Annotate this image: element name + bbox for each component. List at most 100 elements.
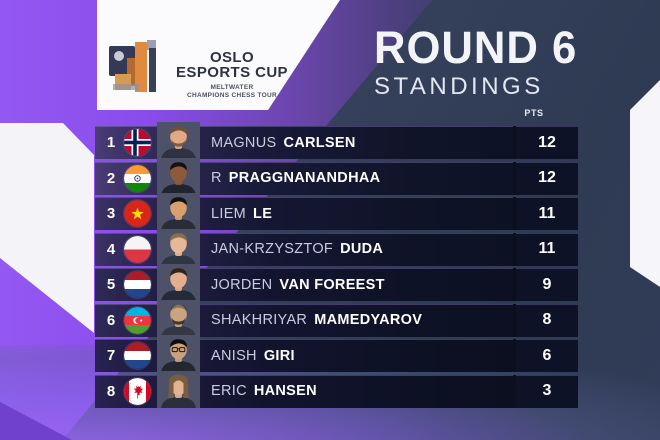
first-name: JAN-KRZYSZTOF <box>211 241 334 257</box>
rank-number: 7 <box>106 347 116 364</box>
player-name: MAGNUS CARLSEN <box>211 135 356 151</box>
player-cell: 6 SHAKHRIYAR MAMEDYAROV <box>95 299 513 337</box>
points-cell: 3 <box>516 374 578 408</box>
flag-azerbaijan-icon <box>124 306 151 334</box>
tournament-subtitle-line2: CHAMPIONS CHESS TOUR <box>186 92 278 99</box>
standings-subtitle: STANDINGS <box>374 73 544 100</box>
flag-canada-icon <box>124 377 151 405</box>
player-photo <box>157 122 200 159</box>
points-cell: 12 <box>516 161 578 195</box>
rank-number: 6 <box>106 311 116 329</box>
points-cell: 8 <box>516 303 578 337</box>
column-divider <box>513 303 516 337</box>
last-name: HANSEN <box>253 383 317 399</box>
player-cell: 3 LIEM LE <box>95 193 513 230</box>
points-value: 12 <box>538 133 556 151</box>
points-cell: 12 <box>516 126 578 159</box>
last-name: MAMEDYAROV <box>314 312 423 328</box>
first-name: MAGNUS <box>211 134 277 151</box>
points-value: 11 <box>538 204 556 222</box>
flag-india-icon <box>124 164 151 192</box>
points-cell: 11 <box>516 232 578 266</box>
table-row: 8 ERIC HANSEN 3 <box>95 370 578 408</box>
first-name: JORDEN <box>211 276 273 293</box>
tournament-subtitle-line1: MELTWATER <box>210 84 254 91</box>
column-divider <box>513 232 516 266</box>
flag-netherlands-icon <box>124 342 151 369</box>
first-name: ERIC <box>211 383 247 399</box>
rank-number: 4 <box>106 240 116 258</box>
column-divider <box>513 197 516 230</box>
flag-norway-icon <box>124 129 151 156</box>
table-row: 7 ANISH GIRI 6 <box>95 335 578 372</box>
last-name: PRAGGNANANDHAA <box>228 170 381 186</box>
flag-poland-icon <box>124 235 151 263</box>
points-value: 8 <box>542 311 552 328</box>
table-row: 2 R PRAGGNANANDHAA 12 <box>95 157 578 195</box>
last-name: CARLSEN <box>283 134 356 151</box>
player-cell: 1 MAGNUS CARLSEN <box>95 122 513 159</box>
first-name: ANISH <box>211 347 257 364</box>
standings-table: 1 MAGNUS CARLSEN 12 2 R PRAGGNANANDHAA <box>95 122 578 408</box>
points-value: 12 <box>538 169 556 186</box>
rank-number: 5 <box>106 276 116 293</box>
table-row: 3 LIEM LE 11 <box>95 193 578 230</box>
rank-number: 3 <box>106 205 116 222</box>
column-divider <box>513 268 516 301</box>
player-photo <box>157 228 200 266</box>
player-name: SHAKHRIYAR MAMEDYAROV <box>211 312 422 328</box>
flag-vietnam-icon <box>124 200 151 227</box>
rank-number: 8 <box>106 382 116 400</box>
player-cell: 8 ERIC HANSEN <box>95 370 513 408</box>
table-row: 4 JAN-KRZYSZTOF DUDA 11 <box>95 228 578 266</box>
tournament-title-block: OSLO ESPORTS CUP MELTWATER CHAMPIONS CHE… <box>163 50 301 100</box>
table-row: 5 JORDEN VAN FOREEST 9 <box>95 264 578 301</box>
player-name: JAN-KRZYSZTOF DUDA <box>211 241 383 257</box>
points-value: 3 <box>542 382 552 399</box>
player-name: JORDEN VAN FOREEST <box>211 277 385 293</box>
last-name: DUDA <box>340 241 384 257</box>
player-photo <box>157 264 200 301</box>
points-column-label: PTS <box>524 108 544 118</box>
player-name: LIEM LE <box>211 206 272 222</box>
player-photo <box>157 157 200 195</box>
rank-number: 1 <box>106 134 116 151</box>
column-divider <box>513 161 516 195</box>
points-cell: 9 <box>516 268 578 301</box>
player-name: R PRAGGNANANDHAA <box>211 170 380 186</box>
player-cell: 2 R PRAGGNANANDHAA <box>95 157 513 195</box>
tournament-title-line1: OSLO <box>209 49 255 66</box>
player-photo <box>157 299 200 337</box>
tournament-title-line2: ESPORTS CUP <box>176 64 288 81</box>
tournament-logo-icon <box>107 40 157 103</box>
first-name: R <box>211 170 222 186</box>
player-photo <box>157 335 200 372</box>
player-name: ERIC HANSEN <box>211 383 317 399</box>
round-title: ROUND 6 <box>374 22 578 73</box>
last-name: VAN FOREEST <box>279 276 385 293</box>
round-header: ROUND 6 STANDINGS <box>374 24 584 100</box>
rank-number: 2 <box>106 169 116 187</box>
first-name: SHAKHRIYAR <box>211 312 308 328</box>
last-name: LE <box>253 205 273 222</box>
column-divider <box>513 339 516 372</box>
points-value: 11 <box>538 240 556 257</box>
table-row: 1 MAGNUS CARLSEN 12 <box>95 122 578 159</box>
points-value: 6 <box>542 346 552 364</box>
first-name: LIEM <box>211 205 247 222</box>
column-divider <box>513 126 516 159</box>
flag-netherlands-icon <box>124 271 151 298</box>
last-name: GIRI <box>263 347 295 364</box>
table-row: 6 SHAKHRIYAR MAMEDYAROV 8 <box>95 299 578 337</box>
points-cell: 11 <box>516 197 578 230</box>
points-cell: 6 <box>516 339 578 372</box>
player-cell: 7 ANISH GIRI <box>95 335 513 372</box>
player-cell: 5 JORDEN VAN FOREEST <box>95 264 513 301</box>
player-name: ANISH GIRI <box>211 348 295 364</box>
column-divider <box>513 374 516 408</box>
player-photo <box>157 193 200 230</box>
player-cell: 4 JAN-KRZYSZTOF DUDA <box>95 228 513 266</box>
player-photo <box>157 370 200 408</box>
